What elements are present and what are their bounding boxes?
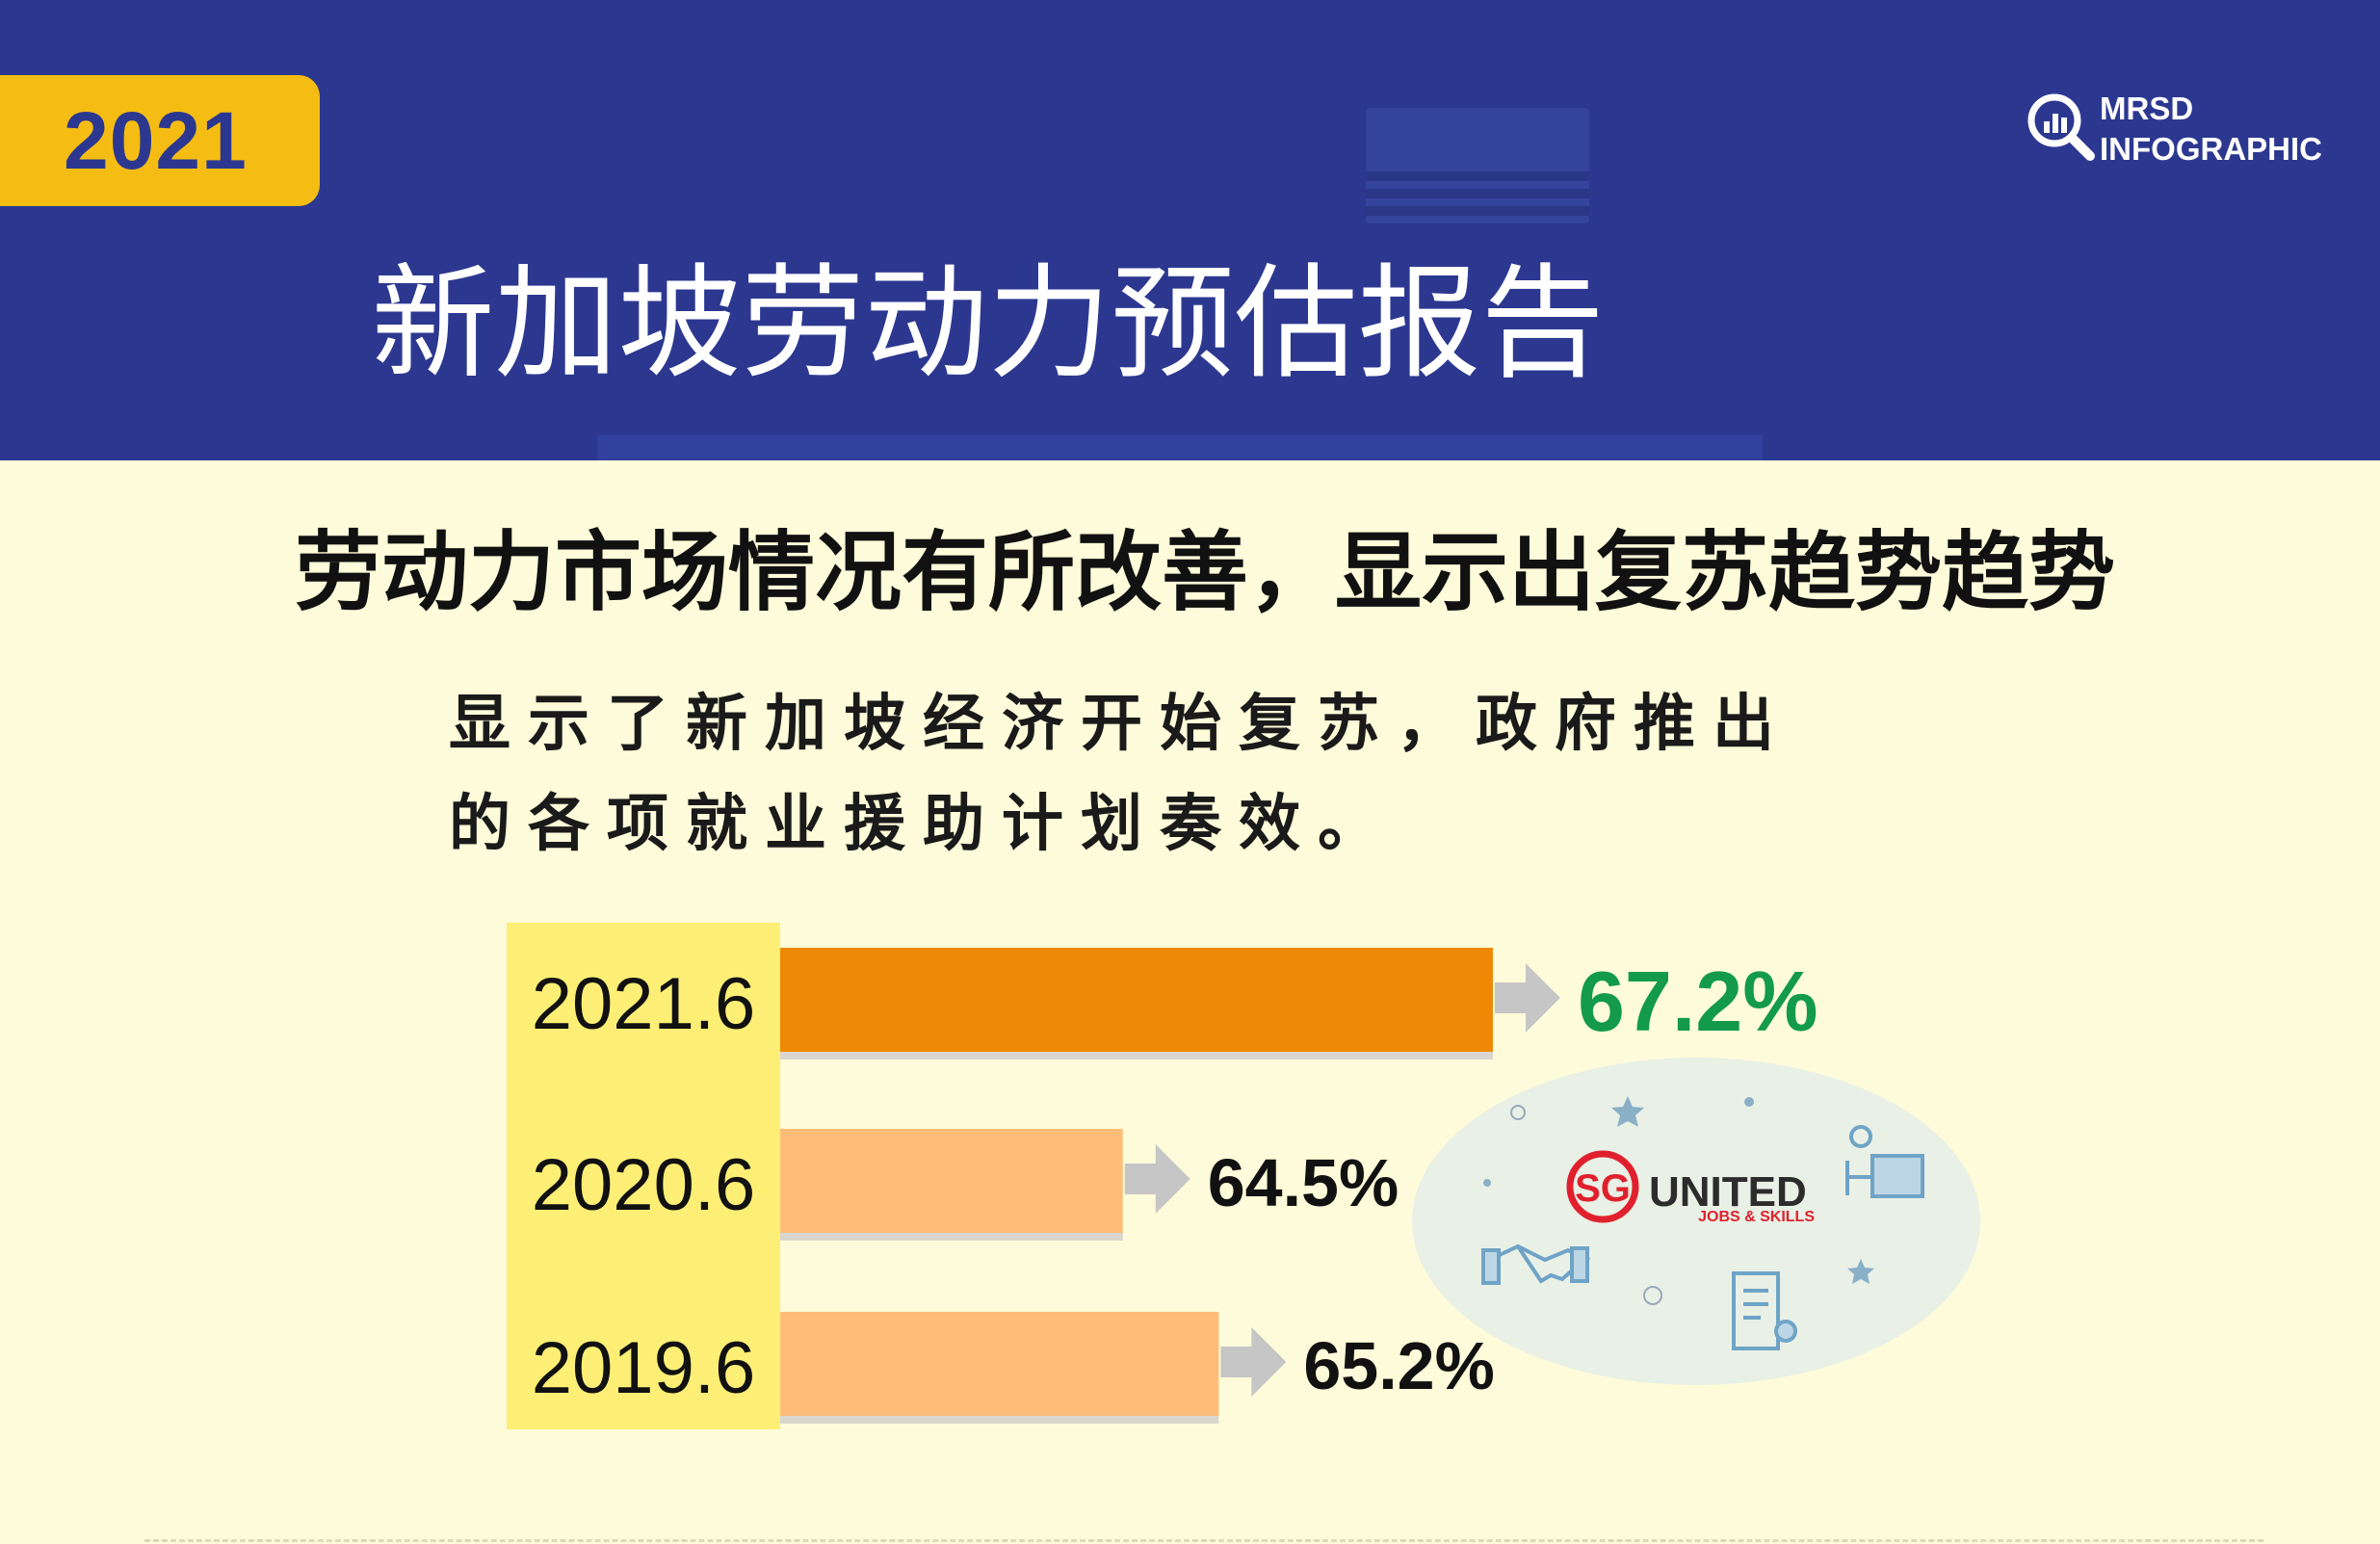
- footer-divider: [144, 1539, 2263, 1542]
- header-decoration-strip: [597, 435, 1763, 460]
- arrow-icon: [1220, 1327, 1287, 1397]
- year-badge: [0, 75, 320, 206]
- subtitle: 劳动力市场情况有所改善，显示出复苏趋势趋势: [295, 522, 2115, 623]
- bar-shadow: [780, 1416, 1219, 1424]
- magnifier-chart-icon: [2027, 93, 2095, 161]
- category-label: 2020.6: [532, 1144, 755, 1226]
- value-label: 65.2%: [1303, 1328, 1494, 1403]
- brand-line-2: INFOGRAPHIC: [2100, 131, 2322, 167]
- sg-united-badge: [1412, 1058, 1980, 1385]
- bar-2019.6: [780, 1312, 1219, 1416]
- bar-shadow: [780, 1052, 1493, 1060]
- main-title-text: 新加坡劳动力预估报告: [371, 252, 1605, 396]
- bar-2021.6: [780, 948, 1493, 1052]
- category-label: 2021.6: [532, 963, 755, 1045]
- arrow-icon: [1494, 963, 1560, 1033]
- header-decoration: [1366, 108, 1589, 223]
- year-label: 2021: [64, 95, 248, 186]
- header-banner: [0, 0, 2380, 460]
- value-label: 67.2%: [1578, 954, 1818, 1049]
- bar-shadow: [780, 1233, 1123, 1241]
- category-label: 2019.6: [532, 1327, 755, 1409]
- body-line-1: 显示了新加坡经济开始复苏，政府推出: [449, 689, 1792, 760]
- arrow-icon: [1124, 1144, 1190, 1214]
- bar-2020.6: [780, 1129, 1123, 1233]
- value-label: 64.5%: [1208, 1145, 1399, 1220]
- brand-text: MRSD INFOGRAPHIC: [2100, 89, 2322, 170]
- body-text: 显示了新加坡经济开始复苏，政府推出 的各项就业援助计划奏效。: [449, 674, 1990, 875]
- brand-line-1: MRSD: [2100, 91, 2194, 126]
- body-line-2: 的各项就业援助计划奏效。: [449, 789, 1397, 860]
- category-band: [507, 923, 780, 1429]
- main-title: 新加坡劳动力预估报告: [0, 252, 2380, 397]
